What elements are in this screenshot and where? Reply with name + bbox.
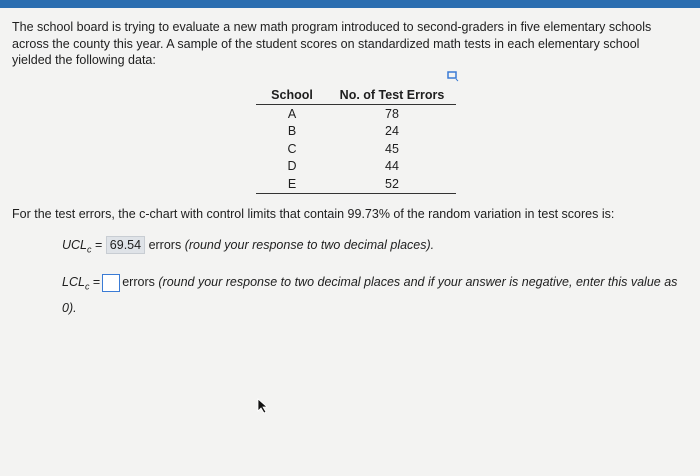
errors-cell: 45 bbox=[385, 141, 399, 156]
equals: = bbox=[95, 238, 103, 252]
ucl-line: UCLc = 69.54 errors (round your response… bbox=[62, 236, 435, 255]
question-text: For the test errors, the c-chart with co… bbox=[12, 207, 615, 221]
school-cell: D bbox=[287, 159, 297, 174]
ucl-unit: errors bbox=[148, 238, 182, 252]
lcl-unit: errors bbox=[122, 275, 155, 289]
lcl-subscript: c bbox=[84, 281, 90, 292]
ucl-subscript: c bbox=[87, 244, 92, 255]
school-cell: A bbox=[287, 106, 297, 121]
mouse-cursor bbox=[257, 398, 269, 414]
lcl-label: LCL bbox=[62, 275, 85, 289]
lcl-line: LCLc = errors (round your response to two… bbox=[62, 272, 692, 319]
errors-cell: 44 bbox=[385, 159, 399, 174]
school-cell: E bbox=[256, 175, 328, 194]
table-row: E 52 bbox=[256, 175, 456, 194]
equals: = bbox=[92, 275, 101, 289]
table-row: C 45 bbox=[256, 140, 456, 158]
errors-cell: 78 bbox=[385, 106, 399, 121]
lcl-input[interactable] bbox=[102, 273, 121, 292]
errors-cell: 24 bbox=[385, 124, 399, 139]
column-header: School bbox=[256, 86, 328, 105]
table-body: A 78 B 24 C 45 D 44 E 52 bbox=[256, 105, 456, 194]
top-bar bbox=[0, 0, 700, 8]
school-cell: C bbox=[287, 141, 297, 156]
ucl-label: UCL bbox=[62, 238, 88, 252]
copy-icon[interactable] bbox=[446, 70, 460, 82]
table-row: D 44 bbox=[256, 158, 456, 176]
data-table: School No. of Test Errors A 78 B 24 C 45 D 44 E 5… bbox=[256, 86, 456, 194]
table-row: A 78 bbox=[256, 105, 456, 123]
column-header: No. of Test Errors bbox=[328, 86, 456, 105]
lcl-note: (round your response to two decimal plac… bbox=[62, 275, 678, 315]
school-cell: B bbox=[287, 124, 297, 139]
ucl-note: (round your response to two decimal plac… bbox=[184, 238, 435, 252]
ucl-value: 69.54 bbox=[105, 236, 146, 254]
errors-cell: 52 bbox=[328, 175, 456, 194]
table-row: B 24 bbox=[256, 123, 456, 141]
intro-text: The school board is trying to evaluate a… bbox=[12, 20, 652, 67]
